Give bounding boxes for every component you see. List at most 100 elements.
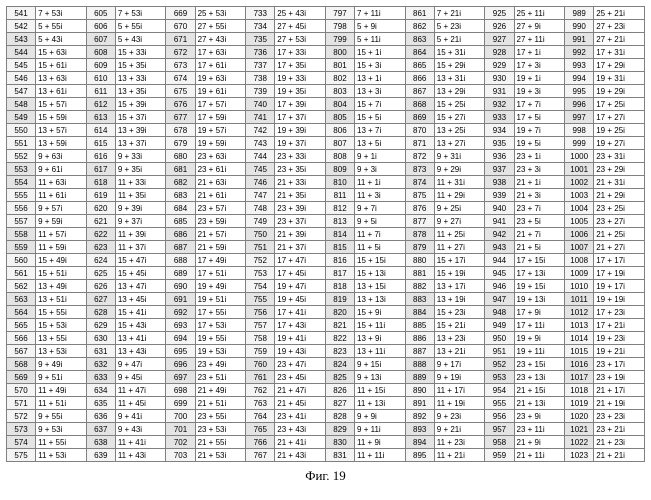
table-row: 57011 + 49i63411 + 47i69821 + 49i76221 +… <box>7 384 645 397</box>
index-cell: 733 <box>246 7 275 20</box>
index-cell: 875 <box>405 189 434 202</box>
value-cell: 17 + 5i <box>514 111 565 124</box>
value-cell: 21 + 47i <box>275 384 326 397</box>
index-cell: 544 <box>7 46 36 59</box>
value-cell: 19 + 21i <box>594 345 645 358</box>
value-cell: 23 + 27i <box>594 215 645 228</box>
index-cell: 620 <box>86 202 115 215</box>
value-cell: 21 + 53i <box>195 449 246 462</box>
index-cell: 895 <box>405 449 434 462</box>
index-cell: 871 <box>405 137 434 150</box>
value-cell: 21 + 35i <box>275 189 326 202</box>
value-cell: 17 + 37i <box>275 111 326 124</box>
index-cell: 681 <box>166 163 195 176</box>
table-row: 5539 + 61i6179 + 35i68123 + 61i74523 + 3… <box>7 163 645 176</box>
index-cell: 956 <box>485 410 514 423</box>
value-cell: 13 + 31i <box>434 72 485 85</box>
value-cell: 15 + 23i <box>434 306 485 319</box>
value-cell: 19 + 9i <box>514 332 565 345</box>
value-cell: 9 + 21i <box>434 423 485 436</box>
value-cell: 21 + 21i <box>594 449 645 462</box>
value-cell: 13 + 49i <box>36 280 87 293</box>
index-cell: 797 <box>325 7 354 20</box>
value-cell: 21 + 33i <box>275 176 326 189</box>
index-cell: 542 <box>7 20 36 33</box>
value-cell: 17 + 39i <box>275 98 326 111</box>
table-row: 5569 + 57i6209 + 39i68423 + 57i74823 + 3… <box>7 202 645 215</box>
value-cell: 13 + 29i <box>434 85 485 98</box>
index-cell: 747 <box>246 189 275 202</box>
value-cell: 23 + 21i <box>594 423 645 436</box>
value-cell: 19 + 55i <box>195 332 246 345</box>
index-cell: 560 <box>7 254 36 267</box>
index-cell: 575 <box>7 449 36 462</box>
value-cell: 13 + 41i <box>115 332 166 345</box>
value-cell: 15 + 57i <box>36 98 87 111</box>
index-cell: 614 <box>86 124 115 137</box>
index-cell: 876 <box>405 202 434 215</box>
index-cell: 623 <box>86 241 115 254</box>
value-cell: 11 + 21i <box>434 449 485 462</box>
value-cell: 23 + 53i <box>195 423 246 436</box>
value-cell: 9 + 35i <box>115 163 166 176</box>
table-row: 56713 + 53i63113 + 43i69519 + 53i75919 +… <box>7 345 645 358</box>
value-cell: 19 + 51i <box>195 293 246 306</box>
index-cell: 817 <box>325 267 354 280</box>
value-cell: 9 + 1i <box>355 150 406 163</box>
value-cell: 9 + 29i <box>434 163 485 176</box>
index-cell: 766 <box>246 436 275 449</box>
value-cell: 17 + 23i <box>594 306 645 319</box>
index-cell: 1017 <box>565 371 594 384</box>
value-cell: 13 + 11i <box>355 345 406 358</box>
value-cell: 17 + 21i <box>594 319 645 332</box>
value-cell: 15 + 35i <box>115 59 166 72</box>
index-cell: 882 <box>405 280 434 293</box>
value-cell: 9 + 55i <box>36 410 87 423</box>
figure-caption: Фиг. 19 <box>6 468 645 484</box>
value-cell: 21 + 23i <box>594 436 645 449</box>
index-cell: 553 <box>7 163 36 176</box>
value-cell: 17 + 43i <box>275 319 326 332</box>
index-cell: 941 <box>485 215 514 228</box>
table-row: 57411 + 55i63811 + 41i70221 + 55i76621 +… <box>7 436 645 449</box>
index-cell: 744 <box>246 150 275 163</box>
index-cell: 569 <box>7 371 36 384</box>
value-cell: 21 + 27i <box>594 241 645 254</box>
index-cell: 929 <box>485 59 514 72</box>
value-cell: 5 + 9i <box>355 20 406 33</box>
value-cell: 21 + 15i <box>514 384 565 397</box>
index-cell: 831 <box>325 449 354 462</box>
index-cell: 934 <box>485 124 514 137</box>
value-cell: 13 + 33i <box>115 72 166 85</box>
index-cell: 933 <box>485 111 514 124</box>
index-cell: 957 <box>485 423 514 436</box>
index-cell: 752 <box>246 254 275 267</box>
value-cell: 15 + 11i <box>355 319 406 332</box>
value-cell: 15 + 37i <box>115 111 166 124</box>
value-cell: 19 + 45i <box>275 293 326 306</box>
index-cell: 1010 <box>565 280 594 293</box>
index-cell: 613 <box>86 111 115 124</box>
index-cell: 629 <box>86 319 115 332</box>
index-cell: 556 <box>7 202 36 215</box>
index-cell: 693 <box>166 319 195 332</box>
index-cell: 936 <box>485 150 514 163</box>
value-cell: 13 + 21i <box>434 345 485 358</box>
value-cell: 9 + 37i <box>115 215 166 228</box>
index-cell: 883 <box>405 293 434 306</box>
index-cell: 799 <box>325 33 354 46</box>
index-cell: 608 <box>86 46 115 59</box>
index-cell: 1001 <box>565 163 594 176</box>
index-cell: 563 <box>7 293 36 306</box>
index-cell: 680 <box>166 150 195 163</box>
value-cell: 17 + 15i <box>514 254 565 267</box>
value-cell: 17 + 53i <box>195 319 246 332</box>
index-cell: 803 <box>325 85 354 98</box>
index-cell: 862 <box>405 20 434 33</box>
index-cell: 808 <box>325 150 354 163</box>
index-cell: 878 <box>405 228 434 241</box>
index-cell: 938 <box>485 176 514 189</box>
value-cell: 21 + 19i <box>594 397 645 410</box>
index-cell: 821 <box>325 319 354 332</box>
value-cell: 23 + 33i <box>275 150 326 163</box>
